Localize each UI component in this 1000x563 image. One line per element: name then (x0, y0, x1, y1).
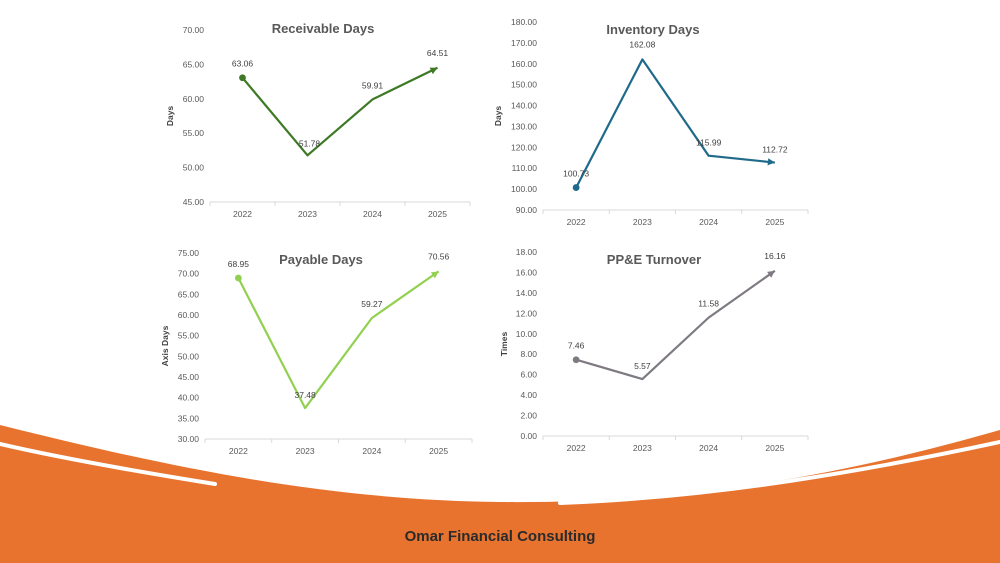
y-tick-label: 30.00 (178, 434, 200, 444)
orange-wave-band (0, 425, 1000, 563)
x-tick-label: 2025 (428, 209, 447, 219)
x-tick-label: 2023 (633, 217, 652, 227)
data-label: 63.06 (232, 59, 254, 69)
y-tick-label: 0.00 (520, 431, 537, 441)
chart-title: Receivable Days (272, 21, 375, 36)
y-tick-label: 65.00 (183, 59, 205, 69)
y-tick-label: 100.00 (511, 184, 537, 194)
data-label: 59.91 (362, 80, 384, 90)
white-wave-right (558, 440, 1000, 505)
y-axis-label: Days (165, 106, 175, 127)
data-label: 115.99 (696, 138, 722, 148)
x-tick-label: 2022 (233, 209, 252, 219)
x-tick-label: 2024 (362, 446, 381, 456)
x-tick-label: 2025 (765, 217, 784, 227)
y-tick-label: 160.00 (511, 59, 537, 69)
end-point-arrow (767, 158, 775, 166)
x-tick-label: 2022 (229, 446, 248, 456)
y-tick-label: 18.00 (516, 247, 538, 257)
y-tick-label: 8.00 (520, 349, 537, 359)
y-axis-label: Axis Days (160, 325, 170, 366)
y-tick-label: 4.00 (520, 390, 537, 400)
end-point-arrow (430, 271, 439, 279)
y-tick-label: 70.00 (178, 269, 200, 279)
start-point-marker (234, 274, 242, 282)
y-tick-label: 10.00 (516, 329, 538, 339)
y-tick-label: 35.00 (178, 413, 200, 423)
x-tick-label: 2025 (765, 443, 784, 453)
end-point-arrow (429, 67, 438, 75)
data-label: 7.46 (568, 341, 585, 351)
y-tick-label: 150.00 (511, 80, 537, 90)
data-label: 11.58 (698, 299, 719, 309)
x-tick-label: 2025 (429, 446, 448, 456)
y-tick-label: 45.00 (178, 372, 200, 382)
chart-4: PP&E Turnover Times 0.00 2.00 4.00 6.00 8.00 10… (499, 247, 809, 453)
x-tick-label: 2023 (296, 446, 315, 456)
series-line (237, 270, 440, 410)
y-tick-label: 170.00 (511, 38, 537, 48)
x-tick-label: 2023 (633, 443, 652, 453)
y-axis-label: Days (493, 106, 503, 127)
y-tick-label: 2.00 (520, 411, 537, 421)
series-line (575, 269, 776, 381)
y-tick-label: 180.00 (511, 17, 537, 27)
y-tick-label: 120.00 (511, 142, 537, 152)
data-label: 162.08 (629, 39, 655, 49)
data-label: 37.48 (294, 390, 316, 400)
x-tick-label: 2023 (298, 209, 317, 219)
data-label: 16.16 (764, 251, 786, 261)
y-tick-label: 65.00 (178, 289, 200, 299)
chart-3: Payable Days Axis Days 30.00 35.00 40.00 45.0… (160, 248, 473, 456)
x-tick-label: 2022 (567, 217, 586, 227)
x-tick-label: 2024 (363, 209, 382, 219)
y-tick-label: 12.00 (516, 308, 538, 318)
y-tick-label: 90.00 (516, 205, 538, 215)
y-tick-label: 45.00 (183, 197, 205, 207)
y-tick-label: 40.00 (178, 393, 200, 403)
white-wave-left (0, 442, 217, 486)
y-tick-label: 130.00 (511, 121, 537, 131)
y-tick-label: 75.00 (178, 248, 200, 258)
chart-title: Inventory Days (606, 22, 699, 37)
start-point-marker (572, 356, 580, 364)
y-tick-label: 14.00 (516, 288, 538, 298)
data-label: 70.56 (428, 251, 450, 261)
x-tick-label: 2022 (567, 443, 586, 453)
chart-title: PP&E Turnover (607, 252, 701, 267)
data-label: 68.95 (228, 259, 250, 269)
start-point-marker (572, 184, 580, 191)
y-tick-label: 60.00 (178, 310, 200, 320)
data-label: 100.73 (563, 169, 589, 179)
start-point-marker (239, 74, 246, 82)
y-tick-label: 50.00 (183, 163, 205, 173)
series-line (575, 58, 775, 189)
data-label: 59.27 (361, 299, 383, 309)
data-label: 51.78 (299, 138, 321, 148)
y-tick-label: 70.00 (183, 25, 205, 35)
end-point-arrow (767, 270, 775, 278)
chart-1: Receivable Days Days 45.00 50.00 55.00 60.00 6… (165, 21, 471, 219)
y-tick-label: 50.00 (178, 351, 200, 361)
y-tick-label: 60.00 (183, 94, 205, 104)
company-name: Omar Financial Consulting (404, 528, 596, 545)
data-label: 64.51 (427, 48, 449, 58)
y-tick-label: 140.00 (511, 101, 537, 111)
x-tick-label: 2024 (699, 217, 718, 227)
y-tick-label: 55.00 (178, 331, 200, 341)
chart-title: Payable Days (279, 252, 363, 267)
y-tick-label: 6.00 (520, 370, 537, 380)
data-label: 5.57 (634, 361, 651, 371)
y-axis-label: Times (499, 332, 509, 357)
x-tick-label: 2024 (699, 443, 718, 453)
series-line (241, 66, 438, 157)
y-tick-label: 55.00 (183, 128, 205, 138)
y-tick-label: 16.00 (516, 267, 538, 277)
y-tick-label: 110.00 (512, 163, 538, 173)
chart-2: Inventory Days Days 90.00 100.00 110.00 120.0… (493, 17, 809, 227)
data-label: 112.72 (762, 145, 788, 155)
